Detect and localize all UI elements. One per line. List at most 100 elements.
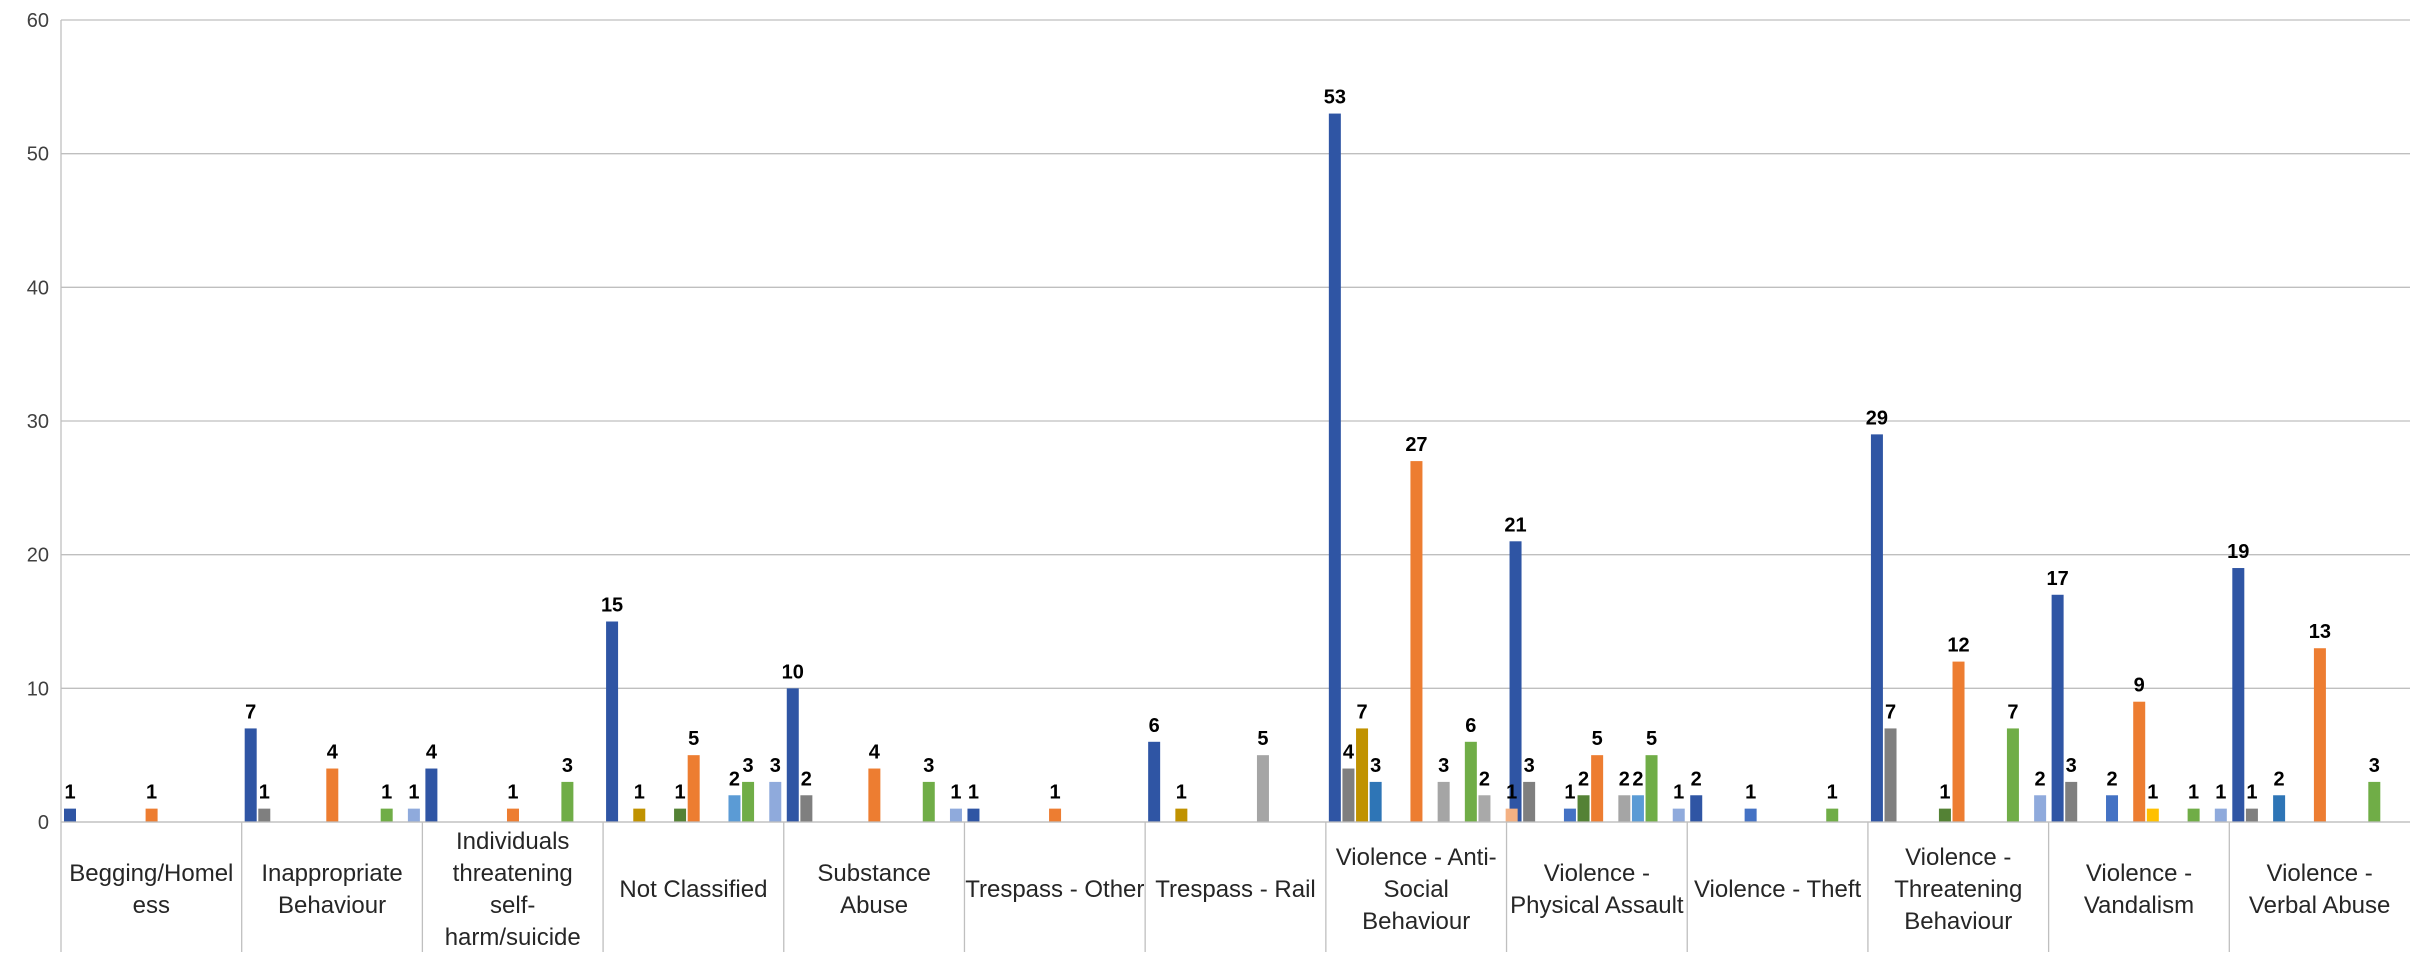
data-label: 2 (729, 768, 740, 790)
bar (1410, 461, 1423, 822)
data-label: 1 (1176, 782, 1187, 804)
bar (407, 808, 420, 822)
bar (64, 808, 76, 822)
y-tick-label: 10 (27, 678, 49, 700)
bar (1952, 661, 1965, 822)
bar (1826, 808, 1839, 822)
bar (1464, 741, 1477, 822)
category-label: Violence - Anti-Social Behaviour (1336, 844, 1497, 935)
data-label: 2 (1632, 768, 1643, 790)
bar (2034, 795, 2047, 822)
bar (506, 808, 519, 822)
data-label: 1 (507, 782, 518, 804)
category-label: Substance Abuse (817, 860, 930, 919)
data-label: 1 (2147, 782, 2158, 804)
y-tick-label: 40 (27, 277, 49, 299)
bar (728, 795, 741, 822)
data-label: 2 (2106, 768, 2117, 790)
bar (742, 781, 755, 822)
bar (1509, 541, 1522, 822)
category-label: Violence -Vandalism (2084, 860, 2194, 919)
data-label: 1 (1939, 782, 1950, 804)
data-label: 1 (146, 782, 157, 804)
data-label: 1 (1049, 782, 1060, 804)
bar (2232, 568, 2245, 822)
data-label: 1 (1564, 782, 1575, 804)
category-label: Begging/Homel ess (69, 860, 233, 919)
data-label: 1 (408, 782, 419, 804)
data-label: 7 (1885, 701, 1896, 723)
y-tick-label: 50 (27, 144, 49, 166)
data-label: 1 (1827, 782, 1838, 804)
bar (425, 768, 438, 822)
data-label: 5 (1592, 728, 1603, 750)
bar (1938, 808, 1951, 822)
data-label: 2 (1479, 768, 1490, 790)
bar (1870, 434, 1883, 822)
data-label: 4 (327, 742, 339, 764)
bar (244, 728, 257, 822)
bar (2051, 594, 2064, 822)
bar (1690, 795, 1703, 822)
data-label: 1 (2215, 782, 2226, 804)
data-label: 7 (1356, 701, 1367, 723)
data-label: 53 (1324, 87, 1346, 109)
data-label: 3 (2066, 755, 2077, 777)
bar (1631, 795, 1644, 822)
data-label: 10 (782, 661, 804, 683)
data-label: 13 (2309, 621, 2331, 643)
data-label: 2 (2274, 768, 2285, 790)
y-tick-label: 30 (27, 411, 49, 433)
bar (1328, 113, 1341, 823)
bar (1672, 808, 1685, 822)
bar (2146, 808, 2159, 822)
bar (800, 795, 813, 822)
bar (1577, 795, 1590, 822)
bar (1478, 795, 1491, 822)
data-label: 27 (1405, 434, 1427, 456)
y-tick-label: 0 (38, 812, 49, 834)
category-label: Violence - Theft (1694, 876, 1862, 903)
gridlines (61, 19, 2410, 823)
data-label: 5 (1257, 728, 1268, 750)
bar (2245, 808, 2258, 822)
data-label: 2 (1619, 768, 1630, 790)
bar (786, 688, 799, 822)
bar (674, 808, 687, 822)
axes: 0 10 20 30 40 50 60 Begging/Homel ess Inappropria… (27, 10, 2410, 952)
data-label: 6 (1465, 715, 1476, 737)
bar (2006, 728, 2019, 822)
data-label: 4 (1343, 742, 1355, 764)
category-label: Violence -Physical Assault (1510, 860, 1684, 919)
data-label: 4 (869, 742, 881, 764)
data-label: 5 (688, 728, 699, 750)
data-label: 3 (2369, 755, 2380, 777)
bar (2065, 781, 2078, 822)
bar (2187, 808, 2200, 822)
bar (1148, 741, 1161, 822)
bar (633, 808, 646, 822)
data-label: 1 (259, 782, 270, 804)
bar (1591, 755, 1604, 822)
y-tick-label: 60 (27, 10, 49, 32)
data-label: 7 (245, 701, 256, 723)
data-label: 9 (2134, 675, 2145, 697)
bar (145, 808, 158, 822)
data-label: 1 (968, 782, 979, 804)
bar (258, 808, 271, 822)
bar (2133, 701, 2146, 822)
data-label: 1 (1745, 782, 1756, 804)
category-label: Trespass - Rail (1155, 876, 1315, 903)
data-label: 3 (1438, 755, 1449, 777)
data-label: 2 (2035, 768, 2046, 790)
bar (2106, 795, 2119, 822)
data-label: 2 (1691, 768, 1702, 790)
bar (687, 755, 700, 822)
bar (2273, 795, 2286, 822)
bar (1256, 755, 1269, 822)
data-label: 12 (1947, 635, 1969, 657)
data-label: 2 (801, 768, 812, 790)
